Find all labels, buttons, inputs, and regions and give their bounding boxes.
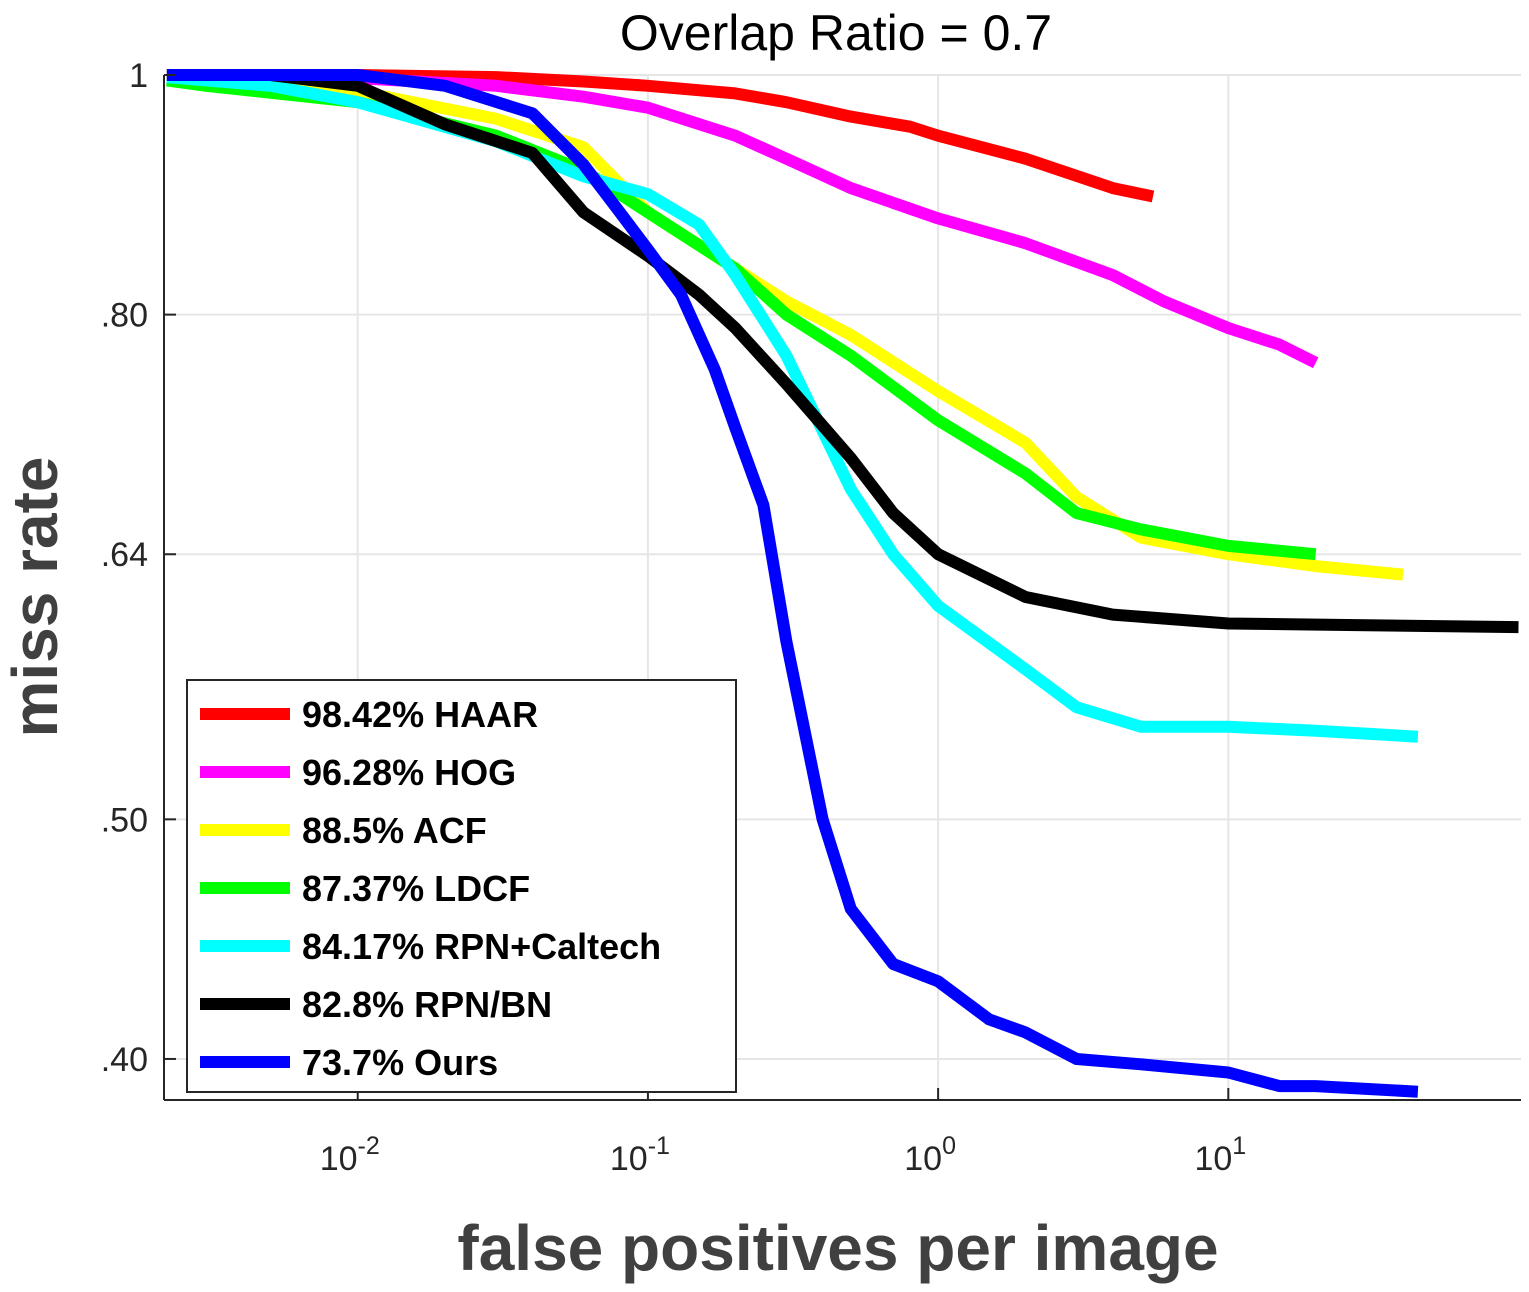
y-tick-label: .50 <box>101 801 148 839</box>
y-tick-label: .80 <box>101 297 148 335</box>
y-tick-label: .64 <box>101 536 148 574</box>
x-tick-label: 100 <box>904 1132 956 1178</box>
legend-label: 82.8% RPN/BN <box>302 984 552 1025</box>
legend-label: 98.42% HAAR <box>302 694 538 735</box>
series-line <box>166 69 1419 1098</box>
y-tick-label: .40 <box>101 1041 148 1079</box>
series-line <box>166 69 1519 634</box>
ticks: 10-2 10-1 100 101 1 .80 .64 .50 .40 <box>101 57 1246 1178</box>
y-tick-label: 1 <box>129 57 148 95</box>
x-tick-label: 10-1 <box>610 1132 670 1178</box>
legend-label: 73.7% Ours <box>302 1042 498 1083</box>
legend-label: 87.37% LDCF <box>302 868 530 909</box>
legend-label: 84.17% RPN+Caltech <box>302 926 661 967</box>
series-line <box>166 71 1419 743</box>
x-tick-label: 10-2 <box>320 1132 380 1178</box>
x-tick-label: 101 <box>1194 1132 1246 1178</box>
series-line <box>166 71 1319 369</box>
series-line <box>166 71 1404 581</box>
y-axis-label: miss rate <box>0 456 71 737</box>
chart-title: Overlap Ratio = 0.7 <box>620 5 1052 61</box>
series-lines <box>166 69 1519 1098</box>
series-line <box>166 69 1155 203</box>
legend-label: 96.28% HOG <box>302 752 516 793</box>
x-axis-label: false positives per image <box>457 1212 1218 1284</box>
series-line <box>166 74 1317 561</box>
legend: 98.42% HAAR 96.28% HOG 88.5% ACF 87.37% LDC… <box>186 679 737 1093</box>
legend-label: 88.5% ACF <box>302 810 487 851</box>
